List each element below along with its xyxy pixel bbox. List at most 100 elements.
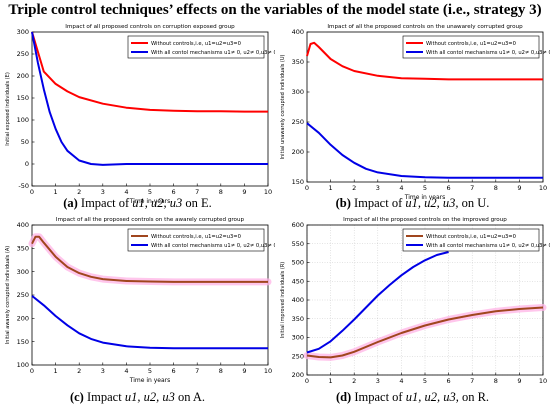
x-tick-label: 9 [242, 188, 246, 196]
y-tick-label: 200 [292, 148, 304, 156]
y-tick-label: 150 [17, 338, 29, 346]
x-tick-label: 3 [376, 184, 380, 192]
series-line-1 [31, 31, 268, 113]
caption-vars: u1, u2, u3 [124, 390, 175, 404]
caption-target: on E. [185, 196, 212, 210]
legend-label: With all contol mechanisms u1≠ 0, u2≠ 0,… [151, 243, 275, 249]
x-tick-label: 0 [30, 188, 34, 196]
x-tick-label: 2 [352, 184, 356, 192]
y-tick-label: 250 [292, 118, 304, 126]
caption-d: (d) Impact of u1, u2, u3, on R. [275, 390, 550, 405]
x-tick-label: 10 [539, 377, 547, 385]
x-tick-label: 7 [195, 367, 199, 375]
legend-label: Without controls,i.e, u1=u2=u3=0 [426, 41, 516, 47]
legend-label: With all contol mechanisms u1≠ 0, u2≠ 0,… [426, 50, 550, 56]
legend-label: Without controls,i.e, u1=u2=u3=0 [151, 41, 241, 47]
y-tick-label: 400 [292, 28, 304, 36]
y-tick-label: -50 [18, 182, 29, 190]
y-tick-label: 0 [25, 160, 29, 168]
y-tick-label: 350 [17, 245, 29, 253]
x-axis-label: Time in years [129, 377, 170, 384]
y-tick-label: 50 [21, 138, 29, 146]
chart-title: Impact of all the proposed controls on t… [327, 24, 523, 30]
x-axis-label: Time in years [129, 198, 170, 205]
y-tick-label: 100 [17, 361, 29, 369]
caption-c: (c) Impact u1, u2, u3 on A. [0, 390, 275, 405]
y-tick-label: 300 [17, 268, 29, 276]
chart-a: Impact of all proposed controls on corru… [5, 24, 275, 205]
legend-box [127, 35, 265, 59]
caption-vars: u1, u2, u3, [405, 196, 459, 210]
x-tick-label: 2 [77, 367, 81, 375]
caption-label: (d) [335, 390, 352, 404]
legend-box [127, 228, 265, 252]
caption-label: (b) [335, 196, 351, 210]
x-tick-label: 10 [264, 188, 272, 196]
y-axis-label: Initial unawarely corrupted individuals … [280, 54, 286, 159]
x-tick-label: 8 [219, 367, 223, 375]
caption-a: (a) Impact of u1, u2, u3 on E. [0, 196, 275, 211]
x-tick-label: 1 [329, 377, 333, 385]
x-tick-label: 9 [242, 367, 246, 375]
y-tick-label: 600 [292, 221, 304, 229]
x-tick-label: 6 [172, 188, 176, 196]
x-tick-label: 8 [494, 377, 498, 385]
figure-title: Triple control techniques’ effects on th… [8, 2, 542, 18]
x-tick-label: 9 [517, 377, 521, 385]
caption-b: (b) Impact of u1, u2, u3, on U. [275, 196, 550, 211]
series-line-2 [306, 251, 449, 354]
x-tick-label: 9 [517, 184, 521, 192]
y-tick-label: 500 [292, 259, 304, 267]
y-tick-label: 300 [292, 88, 304, 96]
series-line-1 [31, 235, 268, 283]
x-tick-label: 5 [423, 377, 427, 385]
x-tick-label: 0 [305, 377, 309, 385]
x-tick-label: 5 [148, 188, 152, 196]
x-tick-label: 6 [447, 377, 451, 385]
x-tick-label: 4 [399, 184, 403, 192]
caption-text: Impact of [354, 390, 403, 404]
caption-target: on U. [461, 196, 490, 210]
legend-box [402, 228, 540, 252]
x-tick-label: 4 [124, 367, 128, 375]
chart-c: Impact of all the proposed controls on t… [5, 217, 275, 384]
x-tick-label: 7 [470, 377, 474, 385]
y-tick-label: 250 [292, 352, 304, 360]
series-line-2 [31, 31, 268, 166]
series-line-1 [306, 306, 544, 359]
y-tick-label: 350 [292, 315, 304, 323]
y-tick-label: 300 [292, 334, 304, 342]
series-highlight [303, 304, 547, 361]
panel-c: Impact of all the proposed controls on t… [0, 213, 275, 407]
legend-box [402, 35, 540, 59]
x-tick-label: 0 [30, 367, 34, 375]
y-tick-label: 450 [292, 277, 304, 285]
y-tick-label: 250 [17, 291, 29, 299]
x-tick-label: 2 [77, 188, 81, 196]
caption-text: Impact of [80, 196, 130, 210]
series-line-1 [306, 41, 543, 81]
y-tick-label: 250 [17, 50, 29, 58]
caption-vars: u1, u2, u3 [132, 196, 183, 210]
x-tick-label: 5 [148, 367, 152, 375]
y-tick-label: 350 [292, 58, 304, 66]
chart-title: Impact of all the proposed controls on t… [343, 217, 507, 223]
x-tick-label: 5 [423, 184, 427, 192]
y-axis-label: Initial awarely corrupted individuals (A… [5, 246, 11, 344]
y-tick-label: 100 [17, 116, 29, 124]
y-tick-label: 200 [17, 72, 29, 80]
x-tick-label: 4 [399, 377, 403, 385]
x-tick-label: 3 [101, 188, 105, 196]
panel-b: Impact of all the proposed controls on t… [275, 18, 550, 212]
caption-label: (c) [69, 390, 84, 404]
chart-b: Impact of all the proposed controls on t… [280, 24, 550, 201]
y-tick-label: 200 [17, 315, 29, 323]
series-line-2 [31, 295, 268, 350]
x-tick-label: 1 [54, 188, 58, 196]
x-tick-label: 6 [447, 184, 451, 192]
x-tick-label: 10 [264, 367, 272, 375]
legend-label: Without controls,i.e, u1=u2=u3=0 [426, 234, 516, 240]
x-tick-label: 10 [539, 184, 547, 192]
legend-label: Without controls,i.e, u1=u2=u3=0 [151, 234, 241, 240]
y-tick-label: 400 [17, 221, 29, 229]
